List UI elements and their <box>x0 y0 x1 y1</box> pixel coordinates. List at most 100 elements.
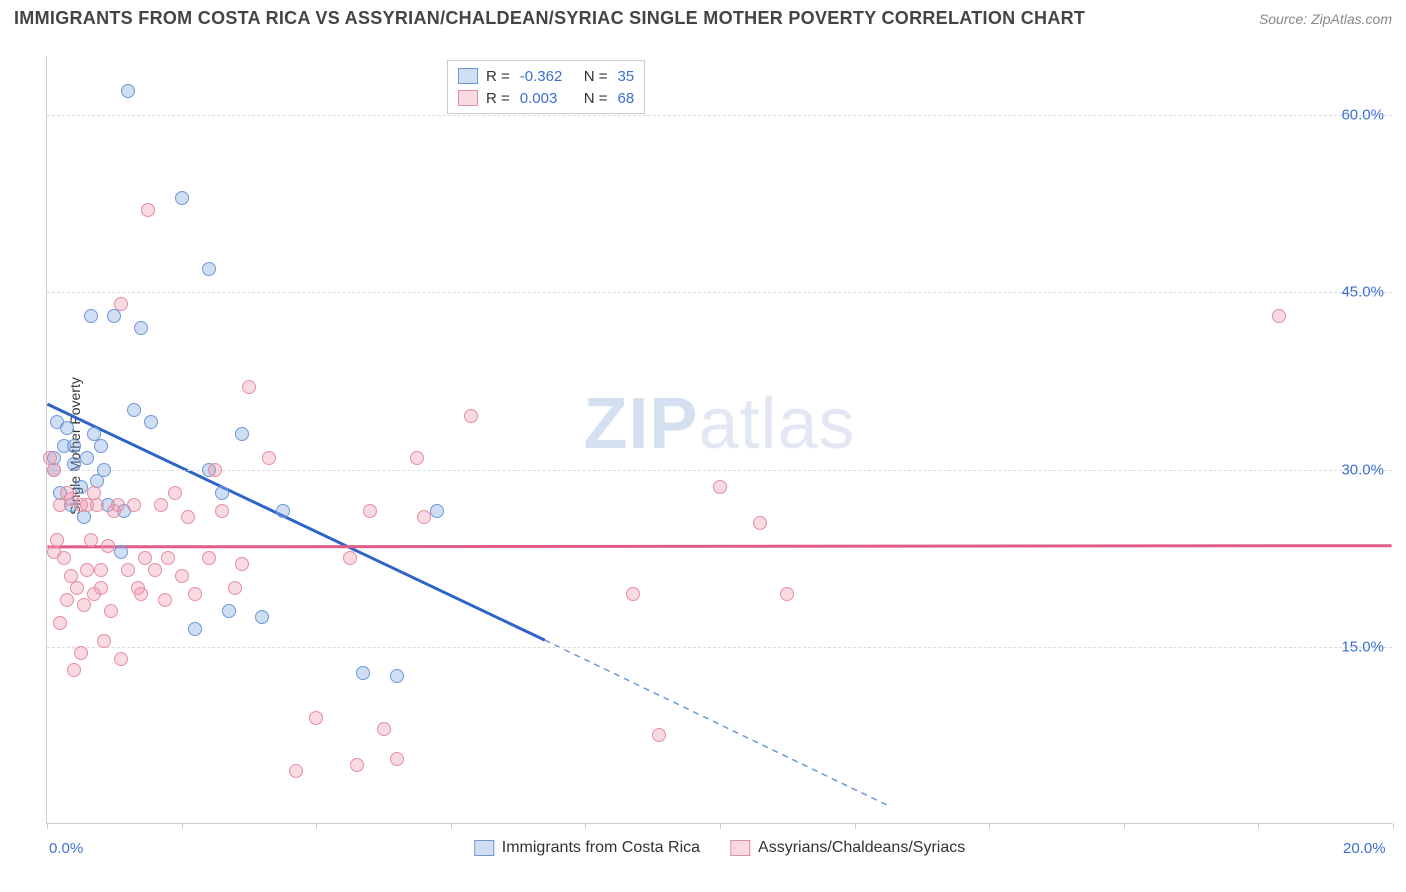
legend-row: R =-0.362N =35 <box>458 65 634 87</box>
data-point <box>255 610 269 624</box>
data-point <box>111 498 125 512</box>
data-point <box>309 711 323 725</box>
ytick-label: 30.0% <box>1341 461 1384 478</box>
data-point <box>148 563 162 577</box>
data-point <box>188 587 202 601</box>
legend-swatch <box>730 840 750 856</box>
xtick <box>989 823 990 829</box>
data-point <box>228 581 242 595</box>
data-point <box>67 439 81 453</box>
legend-row: R = 0.003 N = 68 <box>458 87 634 109</box>
data-point <box>289 764 303 778</box>
data-point <box>114 297 128 311</box>
xtick <box>451 823 452 829</box>
data-point <box>121 563 135 577</box>
trendlines <box>47 56 1392 823</box>
data-point <box>90 498 104 512</box>
xtick <box>47 823 48 829</box>
legend-series-label: Immigrants from Costa Rica <box>502 839 700 857</box>
data-point <box>67 457 81 471</box>
data-point <box>713 480 727 494</box>
legend-n-label: N = <box>584 68 608 85</box>
data-point <box>97 463 111 477</box>
xtick <box>316 823 317 829</box>
watermark: ZIPatlas <box>583 383 855 465</box>
data-point <box>80 451 94 465</box>
data-point <box>464 409 478 423</box>
data-point <box>430 504 444 518</box>
data-point <box>60 421 74 435</box>
ytick-label: 15.0% <box>1341 638 1384 655</box>
data-point <box>175 191 189 205</box>
data-point <box>57 551 71 565</box>
data-point <box>94 563 108 577</box>
source-label: Source: ZipAtlas.com <box>1259 11 1392 27</box>
data-point <box>780 587 794 601</box>
data-point <box>114 545 128 559</box>
legend-swatch <box>458 90 478 106</box>
data-point <box>138 551 152 565</box>
data-point <box>67 663 81 677</box>
xtick-label: 20.0% <box>1343 840 1386 857</box>
legend-n-label: N = <box>584 90 608 107</box>
data-point <box>753 516 767 530</box>
data-point <box>84 533 98 547</box>
xtick-label: 0.0% <box>49 840 83 857</box>
data-point <box>356 666 370 680</box>
data-point <box>377 722 391 736</box>
data-point <box>215 504 229 518</box>
data-point <box>77 598 91 612</box>
watermark-light: atlas <box>698 384 855 464</box>
data-point <box>134 587 148 601</box>
legend-swatch <box>458 68 478 84</box>
data-point <box>50 533 64 547</box>
data-point <box>70 581 84 595</box>
plot-area: ZIPatlas R =-0.362N =35R =0.003N =68 Imm… <box>46 56 1392 824</box>
data-point <box>127 498 141 512</box>
data-point <box>1272 309 1286 323</box>
xtick <box>585 823 586 829</box>
legend-r-value: -0.362 <box>520 68 576 85</box>
legend-series: Immigrants from Costa RicaAssyrians/Chal… <box>474 839 965 857</box>
data-point <box>74 480 88 494</box>
legend-n-value: 68 <box>618 90 635 107</box>
data-point <box>84 309 98 323</box>
data-point <box>222 604 236 618</box>
data-point <box>97 634 111 648</box>
data-point <box>202 262 216 276</box>
data-point <box>235 557 249 571</box>
data-point <box>121 84 135 98</box>
data-point <box>144 415 158 429</box>
data-point <box>158 593 172 607</box>
data-point <box>94 581 108 595</box>
data-point <box>53 616 67 630</box>
data-point <box>94 439 108 453</box>
data-point <box>208 463 222 477</box>
data-point <box>134 321 148 335</box>
legend-r-label: R = <box>486 90 510 107</box>
data-point <box>154 498 168 512</box>
chart-title: IMMIGRANTS FROM COSTA RICA VS ASSYRIAN/C… <box>14 8 1085 29</box>
data-point <box>626 587 640 601</box>
data-point <box>242 380 256 394</box>
data-point <box>80 563 94 577</box>
data-point <box>175 569 189 583</box>
ytick-label: 60.0% <box>1341 107 1384 124</box>
data-point <box>262 451 276 465</box>
data-point <box>168 486 182 500</box>
data-point <box>390 669 404 683</box>
data-point <box>161 551 175 565</box>
data-point <box>47 463 61 477</box>
watermark-bold: ZIP <box>583 384 698 464</box>
data-point <box>390 752 404 766</box>
legend-r-value: 0.003 <box>520 90 576 107</box>
xtick <box>855 823 856 829</box>
data-point <box>114 652 128 666</box>
data-point <box>104 604 118 618</box>
data-point <box>74 646 88 660</box>
data-point <box>127 403 141 417</box>
xtick <box>1124 823 1125 829</box>
data-point <box>235 427 249 441</box>
xtick <box>720 823 721 829</box>
data-point <box>343 551 357 565</box>
